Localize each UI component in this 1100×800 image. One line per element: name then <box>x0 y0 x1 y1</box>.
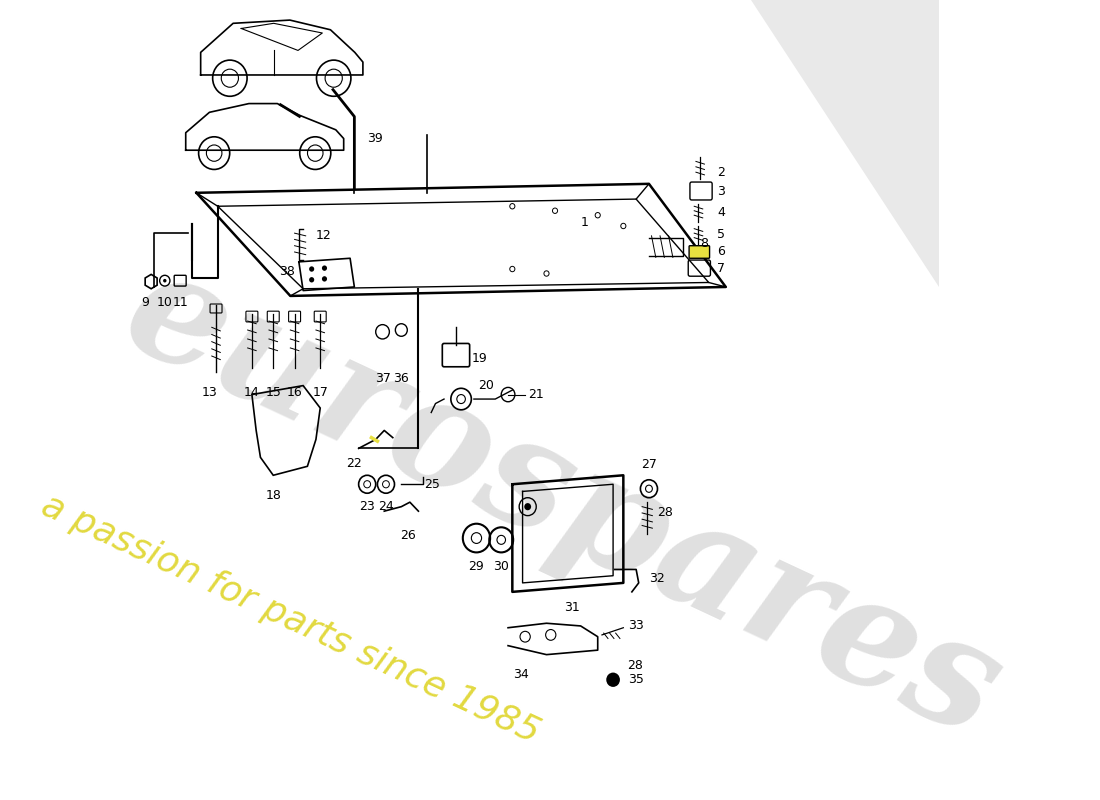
Text: 27: 27 <box>641 458 657 470</box>
Text: a passion for parts since 1985: a passion for parts since 1985 <box>36 488 544 750</box>
Text: 15: 15 <box>265 386 282 398</box>
Text: 19: 19 <box>471 352 487 366</box>
Text: 35: 35 <box>628 674 643 686</box>
Text: 3: 3 <box>717 185 725 198</box>
Text: 24: 24 <box>378 500 394 514</box>
Text: 5: 5 <box>717 229 725 242</box>
Text: 6: 6 <box>717 246 725 258</box>
Text: 9: 9 <box>141 296 150 309</box>
Text: 31: 31 <box>564 601 580 614</box>
Text: 2: 2 <box>717 166 725 178</box>
Text: 29: 29 <box>469 561 484 574</box>
Text: 34: 34 <box>513 668 529 681</box>
FancyBboxPatch shape <box>689 246 710 258</box>
Text: 33: 33 <box>628 619 643 633</box>
Text: 28: 28 <box>628 659 643 672</box>
Text: 28: 28 <box>658 506 673 519</box>
Text: 14: 14 <box>244 386 260 398</box>
Text: 13: 13 <box>201 386 217 398</box>
Text: 20: 20 <box>478 379 494 392</box>
Circle shape <box>163 279 166 282</box>
Text: 25: 25 <box>425 478 440 490</box>
Text: 32: 32 <box>649 572 664 585</box>
Text: 1: 1 <box>581 216 589 229</box>
Circle shape <box>309 277 315 282</box>
Text: 23: 23 <box>360 500 375 514</box>
Text: 17: 17 <box>312 386 328 398</box>
Text: 18: 18 <box>265 489 282 502</box>
Text: 16: 16 <box>287 386 303 398</box>
Text: 38: 38 <box>278 266 295 278</box>
Text: 26: 26 <box>400 529 416 542</box>
Text: 8: 8 <box>701 238 708 250</box>
Text: 11: 11 <box>173 296 188 309</box>
Text: 39: 39 <box>367 133 383 146</box>
Text: 12: 12 <box>316 229 332 242</box>
Text: 37: 37 <box>375 372 390 385</box>
Text: 36: 36 <box>394 372 409 385</box>
Text: 10: 10 <box>157 296 173 309</box>
Circle shape <box>309 266 315 272</box>
Text: 7: 7 <box>717 262 725 274</box>
Circle shape <box>606 673 620 687</box>
Text: 4: 4 <box>717 206 725 219</box>
Circle shape <box>322 266 327 271</box>
Text: eurospares: eurospares <box>102 234 1023 770</box>
Text: 22: 22 <box>346 458 362 470</box>
Text: 21: 21 <box>528 388 543 401</box>
Circle shape <box>525 503 531 510</box>
Text: 30: 30 <box>493 561 509 574</box>
Circle shape <box>322 276 327 282</box>
Polygon shape <box>751 0 939 287</box>
